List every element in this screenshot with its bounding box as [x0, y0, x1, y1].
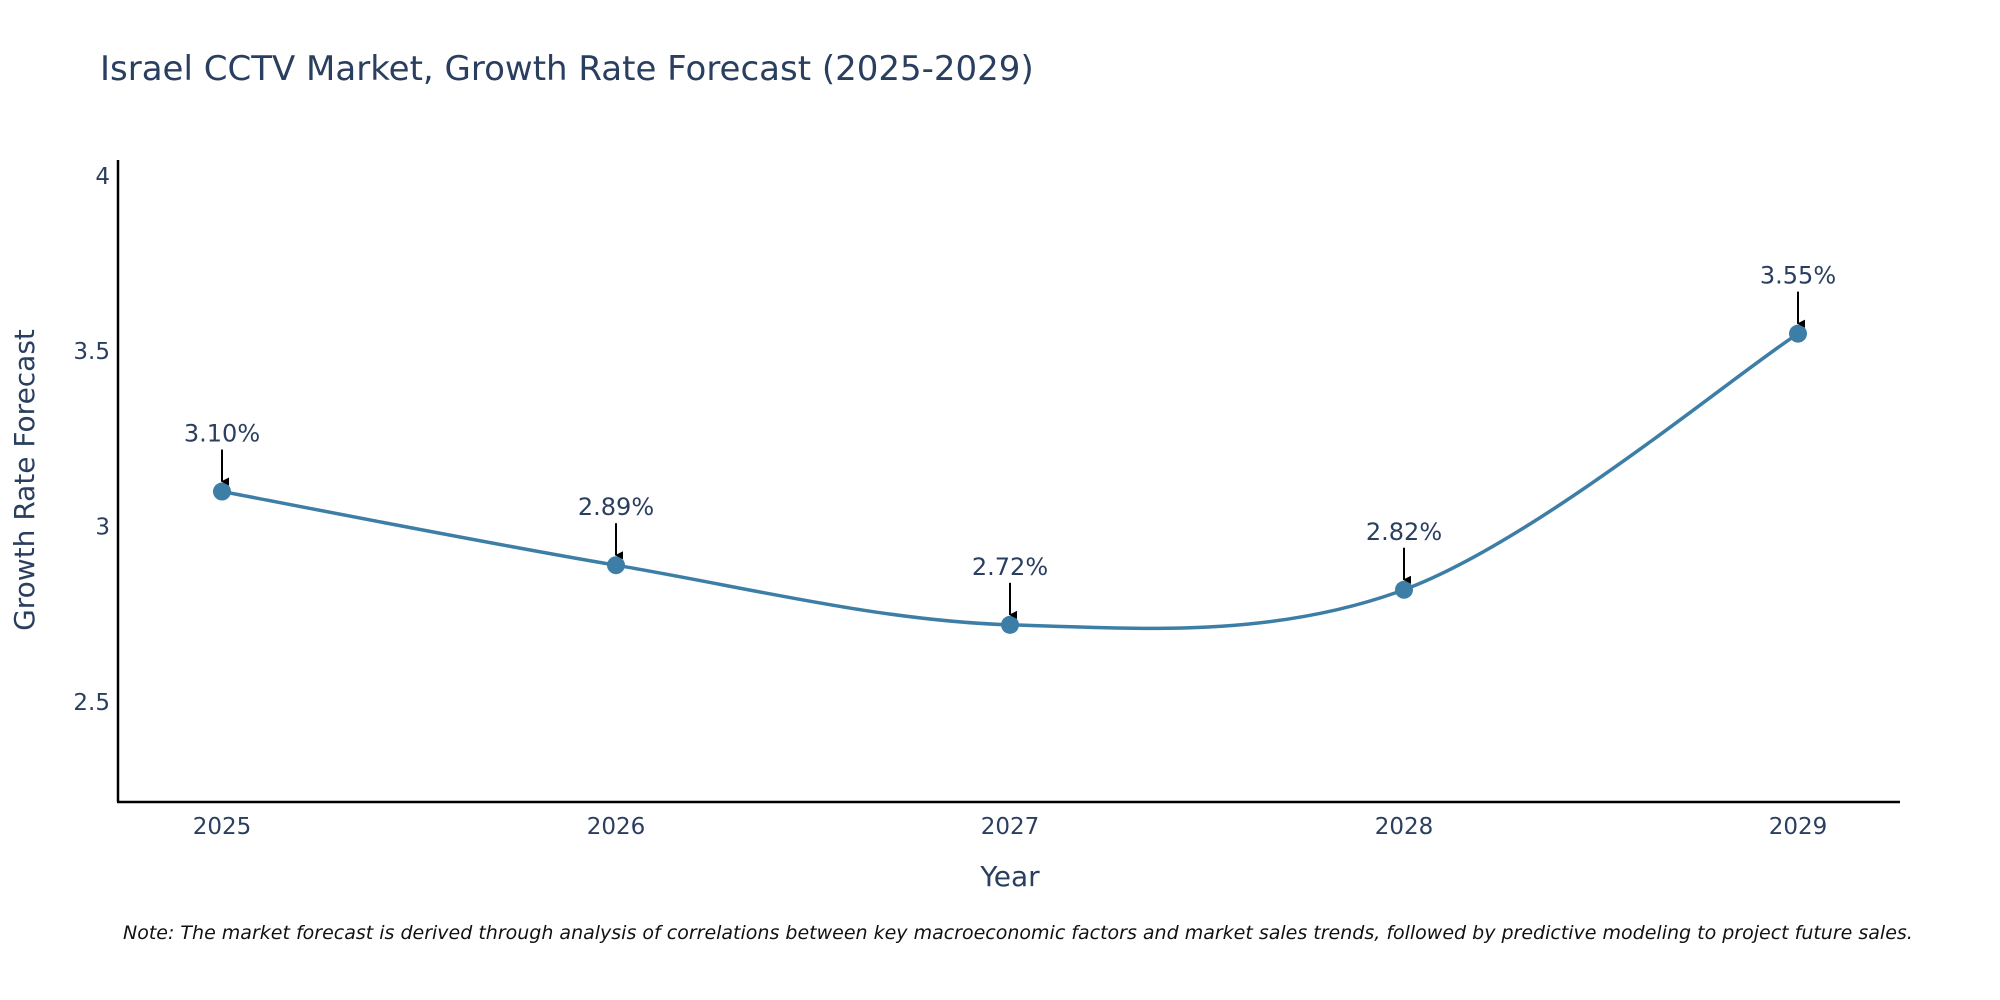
x-axis-title: Year [979, 860, 1040, 893]
data-point [1789, 324, 1807, 343]
footnote: Note: The market forecast is derived thr… [123, 922, 1913, 944]
x-tick-label: 2029 [1769, 814, 1828, 840]
data-point [1001, 615, 1019, 634]
y-axis: 2.5 3 3.5 4 [73, 160, 120, 802]
data-label: 3.55% [1760, 262, 1836, 290]
data-point [607, 556, 625, 575]
y-tick-label: 3 [95, 515, 110, 541]
x-tick-label: 2025 [193, 814, 252, 840]
data-label: 2.72% [972, 553, 1048, 581]
data-label: 2.82% [1366, 518, 1442, 546]
x-tick-label: 2027 [981, 814, 1040, 840]
data-labels: 3.10% 2.89% 2.72% 2.82% 3.55% [184, 262, 1836, 619]
data-markers [213, 324, 1807, 634]
chart-title: Israel CCTV Market, Growth Rate Forecast… [100, 49, 1034, 89]
y-axis-title: Growth Rate Forecast [8, 329, 41, 631]
x-tick-label: 2026 [587, 814, 646, 840]
y-tick-label: 3.5 [73, 339, 110, 365]
y-tick-label: 2.5 [73, 690, 110, 716]
data-label: 3.10% [184, 420, 260, 448]
x-axis: 2025 2026 2027 2028 2029 [117, 800, 1900, 840]
data-label: 2.89% [578, 493, 654, 521]
x-tick-label: 2028 [1375, 814, 1434, 840]
data-point [1395, 580, 1413, 599]
data-point [213, 482, 231, 501]
y-tick-label: 4 [95, 164, 110, 190]
